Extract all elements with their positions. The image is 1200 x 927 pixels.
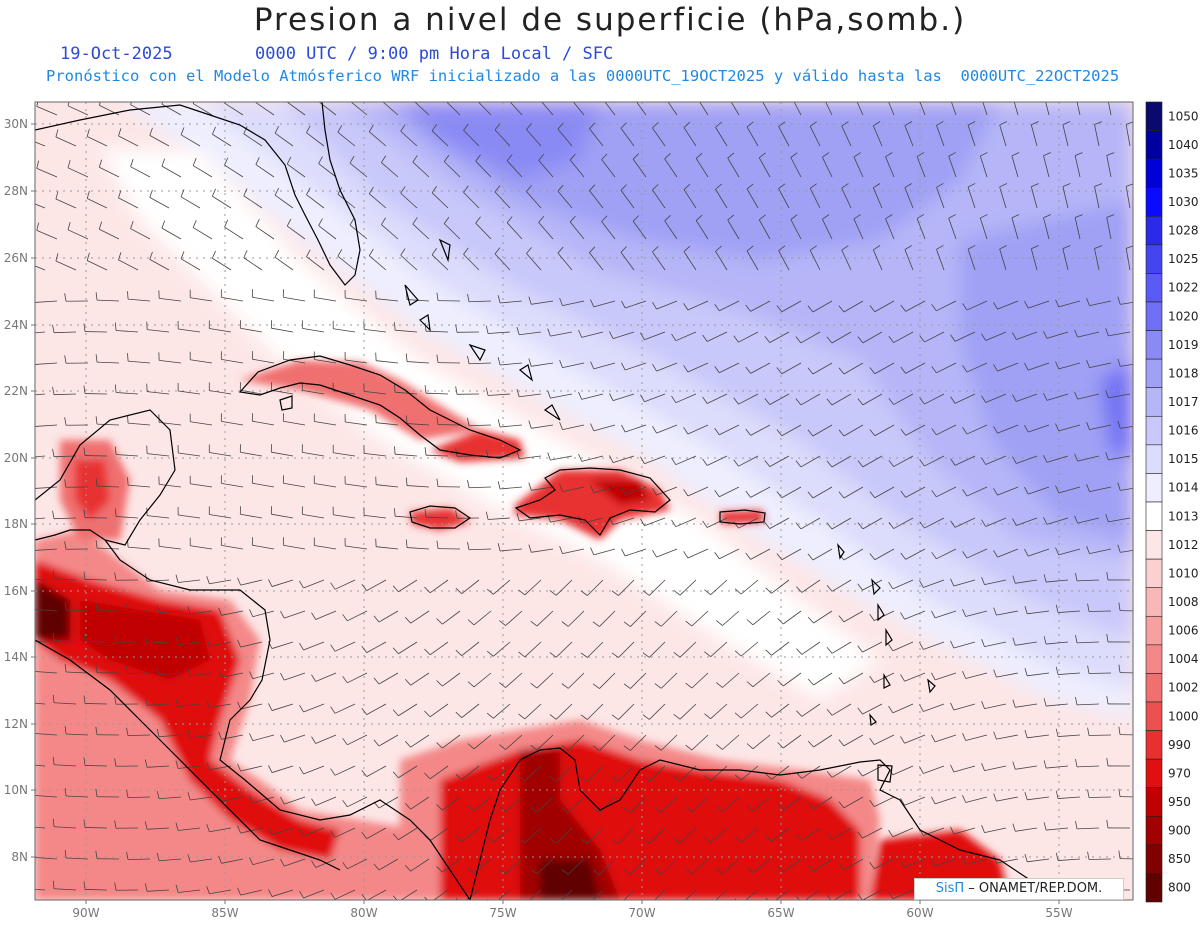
colorbar-swatch bbox=[1145, 301, 1163, 331]
longitude-label: 65W bbox=[767, 906, 794, 920]
wind-barbs bbox=[35, 102, 1133, 900]
latitude-labels: 30N 28N 26N 24N 22N 20N 18N 16N 14N 12N 10N 8N bbox=[4, 117, 35, 864]
colorbar-swatch bbox=[1145, 501, 1163, 531]
colorbar-label: 1015 bbox=[1168, 452, 1199, 466]
colorbar-label: 1030 bbox=[1168, 195, 1199, 209]
colorbar-label: 1000 bbox=[1168, 709, 1199, 723]
longitude-label: 55W bbox=[1045, 906, 1072, 920]
colorbar-swatch bbox=[1145, 330, 1163, 360]
longitude-label: 85W bbox=[211, 906, 238, 920]
colorbar-swatch bbox=[1145, 187, 1163, 217]
colorbar-label: 900 bbox=[1168, 824, 1191, 838]
credit-box: SisΠ – ONAMET/REP.DOM. bbox=[914, 878, 1124, 900]
longitude-label: 60W bbox=[906, 906, 933, 920]
forecast-time: 0000 UTC / 9:00 pm Hora Local / SFC bbox=[255, 44, 614, 64]
colorbar-swatch bbox=[1145, 615, 1163, 646]
colorbar-swatch bbox=[1145, 815, 1163, 846]
latitude-label: 12N bbox=[4, 717, 28, 731]
colorbar-label: 1022 bbox=[1168, 281, 1199, 295]
colorbar-label: 1018 bbox=[1168, 366, 1199, 380]
colorbar: 1050 1040 1035 1030 1028 1025 1022 1020 1019 1018… bbox=[1145, 101, 1199, 903]
colorbar-swatch bbox=[1145, 587, 1163, 617]
latitude-label: 18N bbox=[4, 517, 28, 531]
latitude-label: 16N bbox=[4, 584, 28, 598]
latitude-label: 24N bbox=[4, 318, 28, 332]
latitude-label: 28N bbox=[4, 184, 28, 198]
longitude-labels: 90W 85W 80W 75W 70W 65W 60W 55W bbox=[72, 900, 1073, 920]
colorbar-label: 1035 bbox=[1168, 166, 1199, 180]
colorbar-swatch bbox=[1145, 558, 1163, 589]
colorbar-swatch bbox=[1145, 730, 1163, 760]
colorbar-swatch bbox=[1145, 273, 1163, 303]
colorbar-swatch bbox=[1145, 130, 1163, 160]
colorbar-label: 1025 bbox=[1168, 252, 1199, 266]
forecast-description: Pronóstico con el Modelo Atmósferico WRF… bbox=[46, 67, 1120, 85]
colorbar-label: 1028 bbox=[1168, 224, 1199, 238]
longitude-label: 80W bbox=[350, 906, 377, 920]
colorbar-label: 1020 bbox=[1168, 309, 1199, 323]
colorbar-swatch bbox=[1145, 415, 1163, 446]
colorbar-label: 1002 bbox=[1168, 681, 1199, 695]
colorbar-swatch bbox=[1145, 244, 1163, 274]
colorbar-label: 1008 bbox=[1168, 595, 1199, 609]
colorbar-label: 1017 bbox=[1168, 395, 1199, 409]
colorbar-swatch bbox=[1145, 673, 1163, 703]
credit-text: – ONAMET/REP.DOM. bbox=[964, 881, 1103, 896]
colorbar-swatch bbox=[1145, 215, 1163, 246]
credit-brand: SisΠ bbox=[935, 881, 965, 896]
colorbar-label: 990 bbox=[1168, 738, 1191, 752]
colorbar-swatch bbox=[1145, 158, 1163, 189]
colorbar-swatch bbox=[1145, 758, 1163, 789]
colorbar-label: 1010 bbox=[1168, 566, 1199, 580]
colorbar-label: 1019 bbox=[1168, 338, 1199, 352]
colorbar-label: 1050 bbox=[1168, 109, 1199, 123]
colorbar-label: 1004 bbox=[1168, 652, 1199, 666]
latitude-label: 30N bbox=[4, 117, 28, 131]
colorbar-label: 1012 bbox=[1168, 538, 1199, 552]
forecast-date: 19-Oct-2025 bbox=[60, 44, 173, 64]
coastlines bbox=[35, 102, 1051, 900]
latitude-label: 8N bbox=[11, 850, 28, 864]
latitude-label: 10N bbox=[4, 783, 28, 797]
colorbar-swatch bbox=[1145, 358, 1163, 389]
colorbar-swatch bbox=[1145, 701, 1163, 731]
colorbar-label: 850 bbox=[1168, 852, 1191, 866]
colorbar-swatch bbox=[1145, 101, 1163, 131]
colorbar-swatch bbox=[1145, 873, 1163, 903]
colorbar-label: 1040 bbox=[1168, 138, 1199, 152]
latitude-label: 26N bbox=[4, 251, 28, 265]
map-frame bbox=[34, 101, 1134, 901]
map-area bbox=[35, 102, 1133, 900]
colorbar-swatch bbox=[1145, 530, 1163, 560]
colorbar-label: 800 bbox=[1168, 881, 1191, 895]
colorbar-label: 950 bbox=[1168, 795, 1191, 809]
latitude-label: 22N bbox=[4, 384, 28, 398]
map-title: Presion a nivel de superficie (hPa,somb.… bbox=[253, 2, 967, 38]
longitude-label: 75W bbox=[489, 906, 516, 920]
longitude-label: 90W bbox=[72, 906, 99, 920]
colorbar-label: 1016 bbox=[1168, 424, 1199, 438]
colorbar-label: 1014 bbox=[1168, 481, 1199, 495]
colorbar-label: 970 bbox=[1168, 766, 1191, 780]
colorbar-swatch bbox=[1145, 844, 1163, 874]
colorbar-swatch bbox=[1145, 787, 1163, 817]
longitude-label: 70W bbox=[628, 906, 655, 920]
colorbar-swatch bbox=[1145, 644, 1163, 674]
latitude-label: 20N bbox=[4, 451, 28, 465]
colorbar-swatch bbox=[1145, 444, 1163, 474]
colorbar-label: 1013 bbox=[1168, 509, 1199, 523]
colorbar-swatch bbox=[1145, 473, 1163, 503]
colorbar-swatch bbox=[1145, 387, 1163, 417]
colorbar-label: 1006 bbox=[1168, 624, 1199, 638]
latitude-label: 14N bbox=[4, 650, 28, 664]
